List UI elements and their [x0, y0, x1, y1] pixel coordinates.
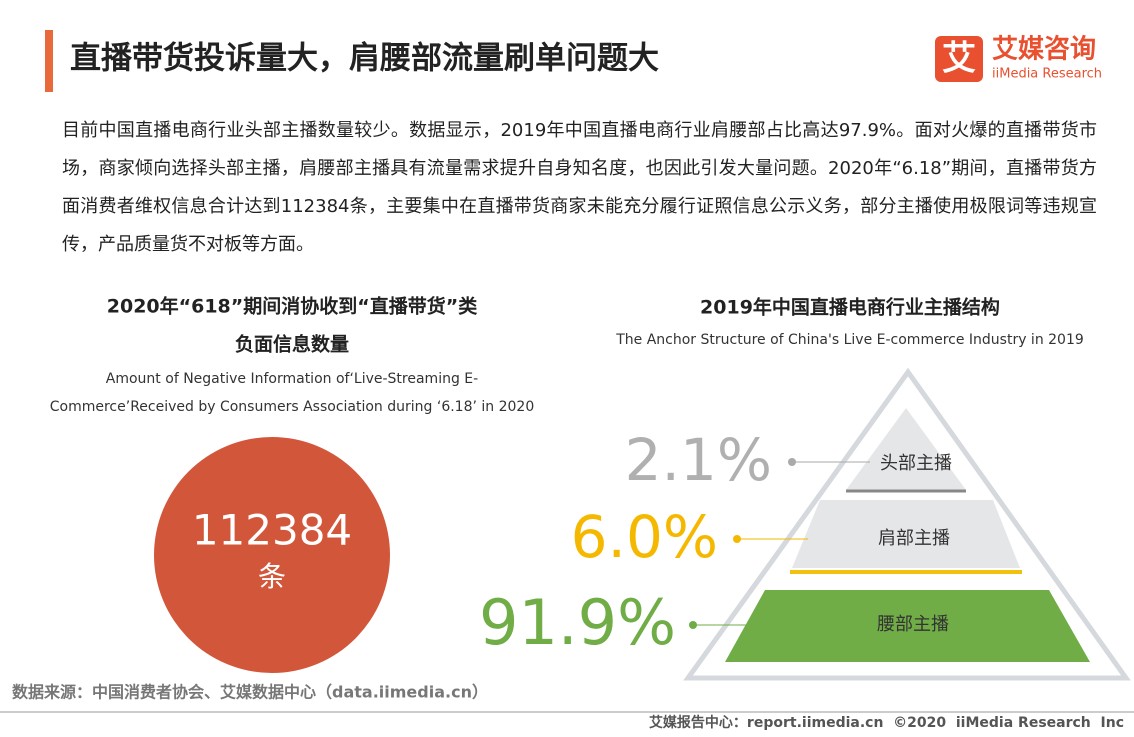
footer: 艾媒报告中心：report.iimedia.cn ©2020 iiMedia R…	[649, 714, 1124, 731]
intro-paragraph: 目前中国直播电商行业头部主播数量较少。数据显示，2019年中国直播电商行业肩腰部…	[62, 120, 1097, 255]
tier-value: 6.0%	[571, 503, 718, 571]
tier-label: 肩部主播	[878, 528, 950, 549]
page-title: 直播带货投诉量大，肩腰部流量刷单问题大	[70, 41, 659, 77]
tier-label: 头部主播	[880, 453, 952, 474]
right-subtitle: The Anchor Structure of China's Live E-c…	[615, 332, 1084, 348]
source: 数据来源：中国消费者协会、艾媒数据中心（data.iimedia.cn）	[12, 683, 488, 702]
logo-cn: 艾媒咨询	[992, 34, 1096, 65]
tier-value: 2.1%	[625, 426, 772, 494]
left-title: 负面信息数量	[235, 333, 349, 356]
tier-bottom	[725, 590, 1090, 662]
logo-box	[935, 36, 983, 82]
unit: 条	[258, 560, 286, 593]
left-title: 2020年“618”期间消协收到“直播带货”类	[107, 295, 478, 318]
pyramid-outline	[683, 367, 1131, 681]
value-circle	[154, 437, 390, 673]
logo-en: iiMedia Research	[992, 67, 1102, 82]
left-subtitle: Amount of Negative Information of‘Live-S…	[106, 371, 478, 387]
right-title: 2019年中国直播电商行业主播结构	[700, 296, 1000, 319]
tier-value: 91.9%	[479, 586, 676, 659]
tier-top	[846, 408, 966, 490]
tier-middle	[792, 500, 1020, 568]
logo-mark: 艾	[942, 39, 976, 79]
value: 112384	[192, 506, 352, 555]
left-subtitle: Commerce’Received by Consumers Associati…	[50, 399, 534, 415]
title-accent	[45, 30, 53, 92]
tier-label: 腰部主播	[877, 614, 949, 635]
